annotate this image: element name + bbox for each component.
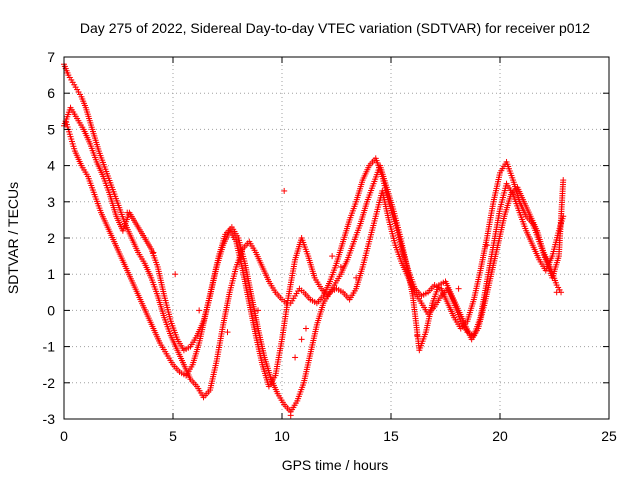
data-point — [150, 249, 157, 256]
chart-title: Day 275 of 2022, Sidereal Day-to-day VTE… — [80, 20, 590, 36]
y-tick-label: 6 — [47, 85, 55, 101]
data-point — [196, 307, 203, 314]
data-point — [329, 253, 336, 260]
x-tick-label: 10 — [274, 428, 290, 444]
data-points-layer — [61, 61, 567, 419]
x-tick-label: 15 — [383, 428, 399, 444]
y-tick-label: 3 — [47, 194, 55, 210]
x-axis-label: GPS time / hours — [282, 457, 389, 473]
ticks-layer: 0 5 10 15 20 25 -3 -2 -1 0 1 2 3 4 5 6 7 — [43, 49, 617, 444]
data-point — [553, 289, 560, 296]
data-point — [281, 187, 288, 194]
data-point — [353, 274, 360, 281]
data-point — [302, 325, 309, 332]
data-point — [414, 332, 421, 339]
y-tick-label: -3 — [43, 411, 56, 427]
data-point — [455, 285, 462, 292]
data-point — [483, 242, 490, 249]
y-tick-label: 7 — [47, 49, 55, 65]
data-point — [292, 354, 299, 361]
data-point — [337, 263, 344, 270]
y-tick-label: 2 — [47, 230, 55, 246]
data-point — [534, 227, 541, 234]
y-tick-label: -1 — [43, 339, 56, 355]
data-point — [124, 209, 131, 216]
y-tick-label: 4 — [47, 158, 55, 174]
y-tick-label: 0 — [47, 302, 55, 318]
grid-layer — [64, 57, 609, 419]
data-point — [287, 412, 294, 419]
data-point — [224, 329, 231, 336]
y-tick-label: -2 — [43, 375, 56, 391]
x-tick-label: 20 — [492, 428, 508, 444]
x-tick-label: 5 — [169, 428, 177, 444]
data-point — [560, 177, 567, 184]
data-point — [560, 213, 567, 220]
x-tick-label: 0 — [60, 428, 68, 444]
y-tick-label: 5 — [47, 121, 55, 137]
data-point — [298, 336, 305, 343]
x-tick-label: 25 — [601, 428, 617, 444]
y-tick-label: 1 — [47, 266, 55, 282]
data-point — [172, 271, 179, 278]
y-axis-label: SDTVAR / TECUs — [5, 182, 21, 294]
data-point — [255, 307, 262, 314]
